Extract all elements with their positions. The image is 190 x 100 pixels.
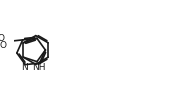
Text: NH: NH [32, 63, 46, 72]
Text: O: O [0, 34, 4, 43]
Text: N: N [21, 63, 28, 72]
Text: O: O [0, 41, 7, 50]
